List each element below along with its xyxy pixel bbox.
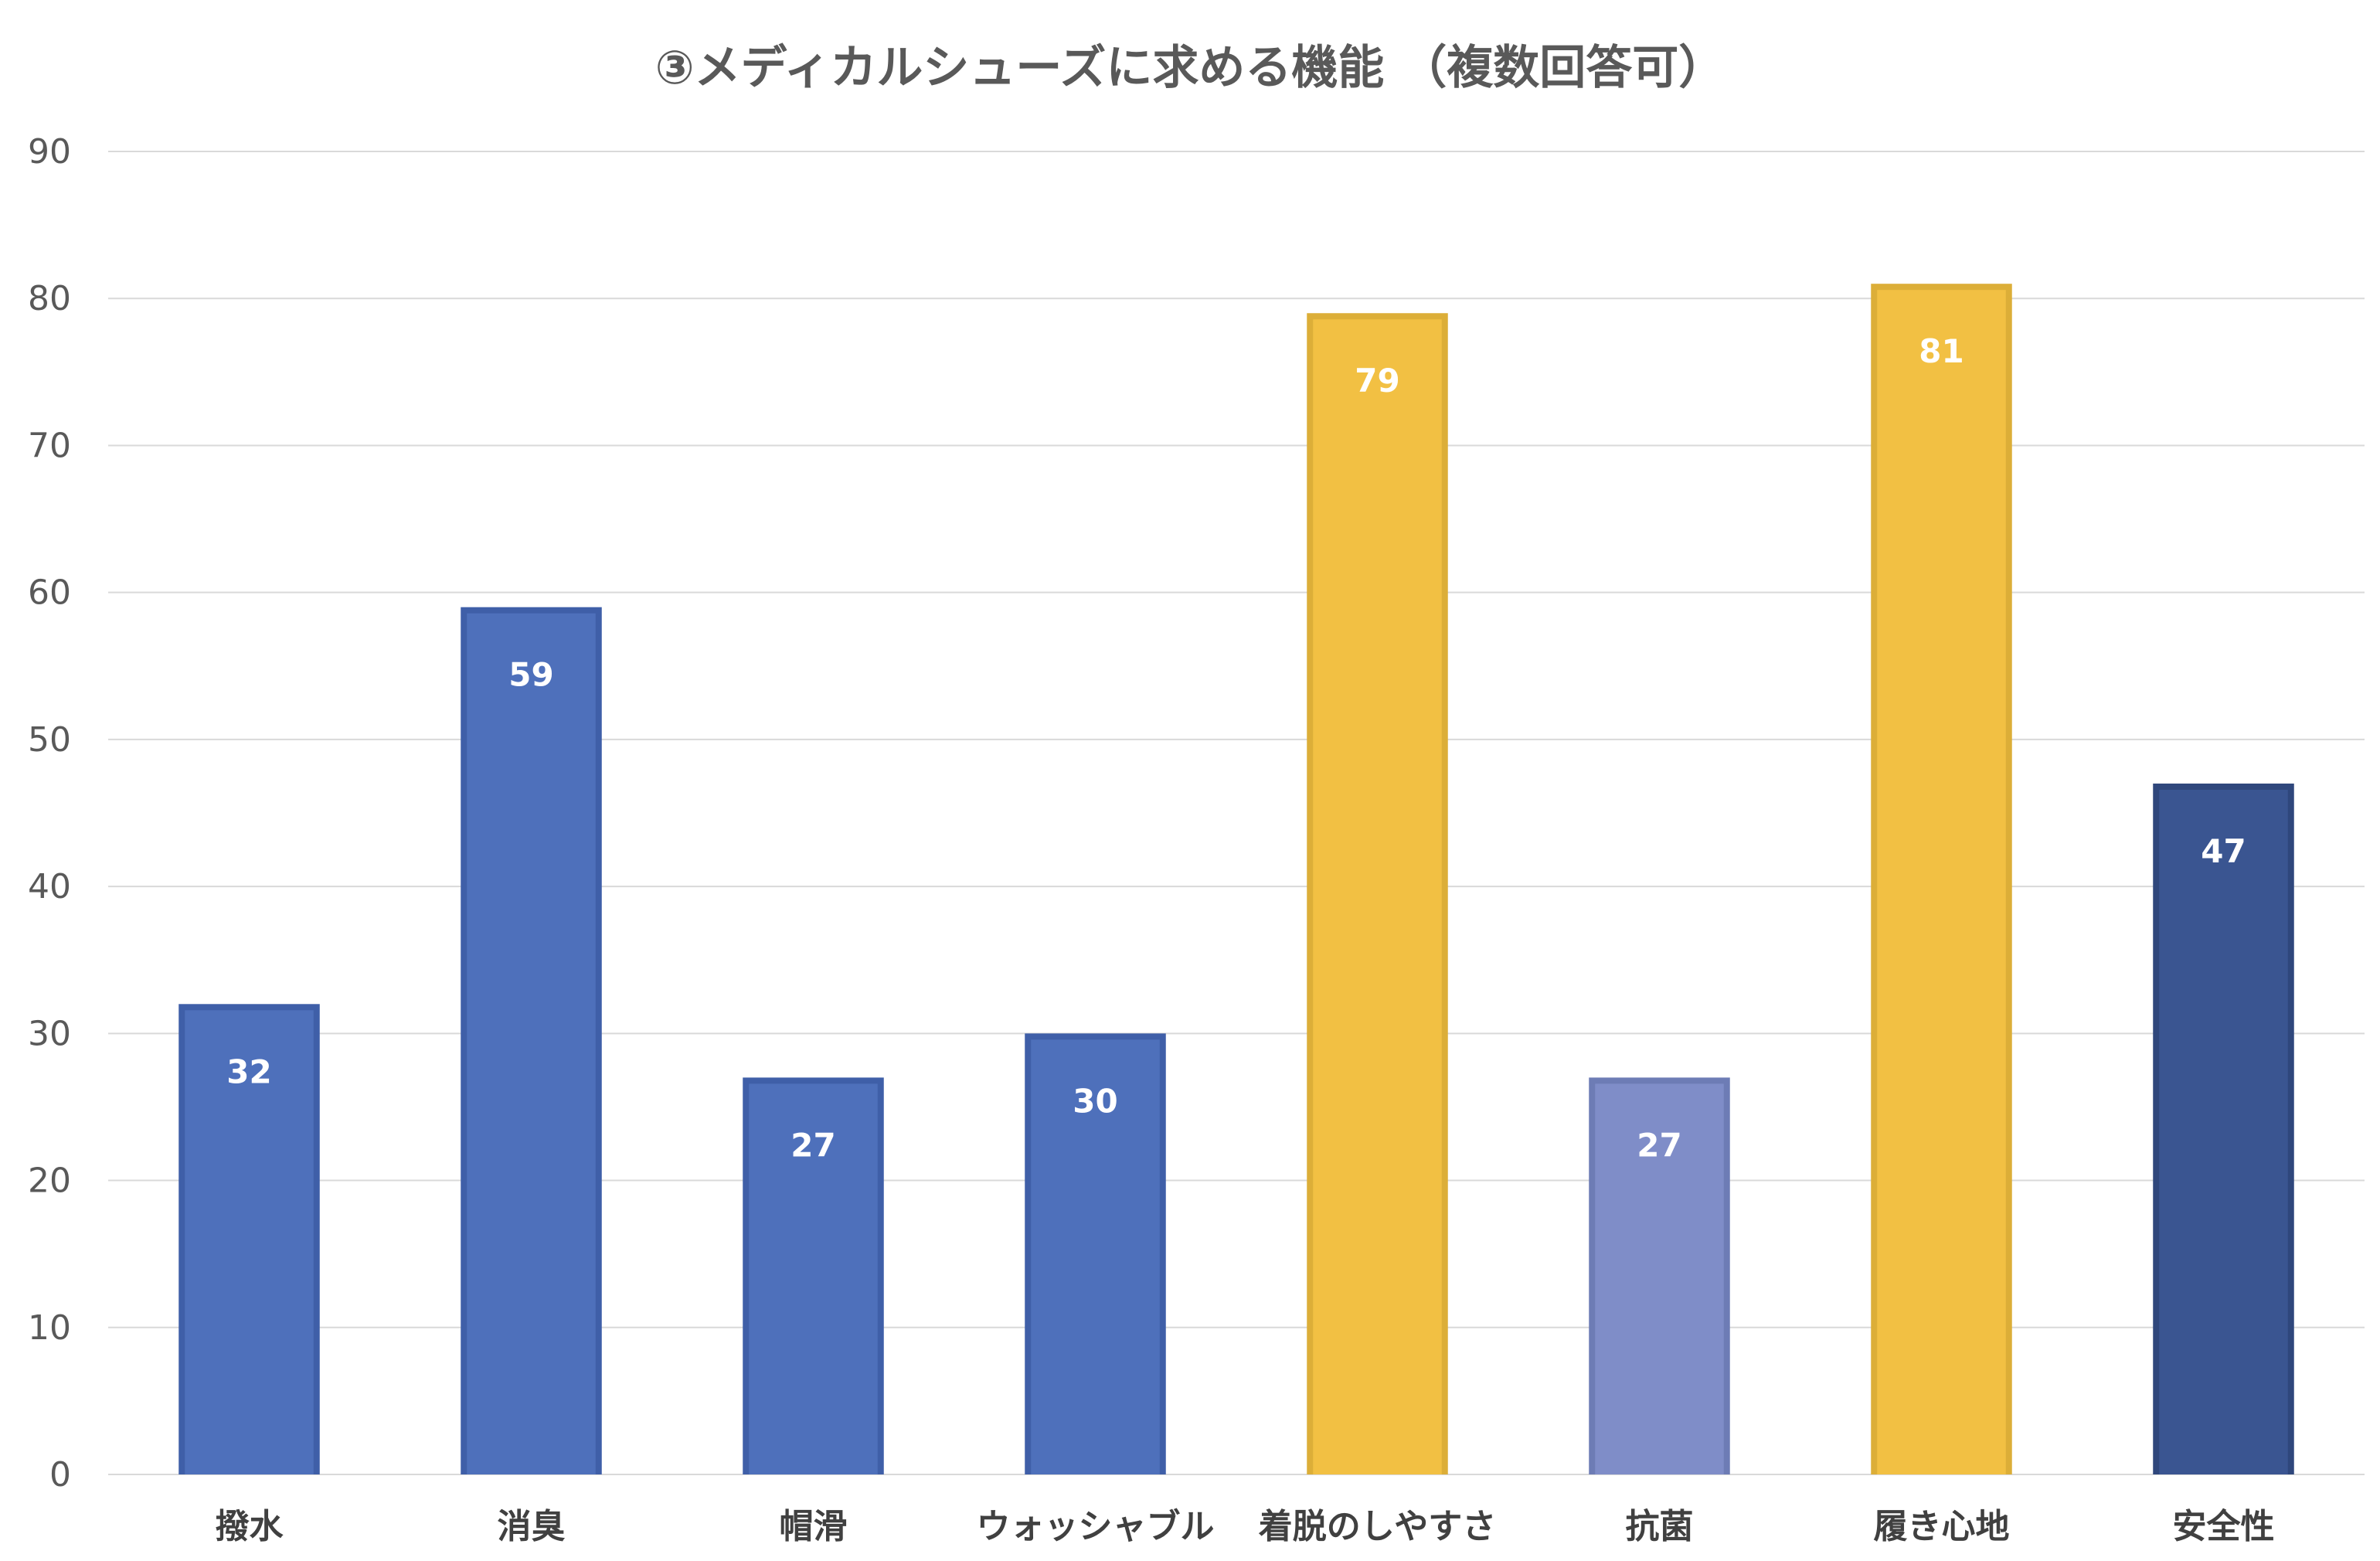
data-label: 30	[1073, 1082, 1117, 1120]
data-label: 27	[1637, 1126, 1681, 1164]
x-tick-label: 着脱のしやすさ	[1259, 1507, 1497, 1546]
y-axis-ticks: 0 10 20 30 40 50 60 70 80 90	[28, 132, 71, 1495]
bar-5	[1307, 313, 1448, 1475]
x-tick-label: 帽滑	[780, 1507, 848, 1546]
bar-fill	[185, 1010, 314, 1474]
x-tick-label: 撥水	[216, 1507, 284, 1546]
y-tick-label: 0	[49, 1455, 71, 1495]
y-tick-label: 70	[28, 426, 71, 465]
x-tick-label: 消臭	[498, 1507, 566, 1546]
bar-2	[461, 607, 602, 1474]
data-label: 59	[508, 656, 553, 694]
y-tick-label: 10	[28, 1308, 71, 1348]
y-tick-label: 60	[28, 573, 71, 613]
y-tick-label: 30	[28, 1014, 71, 1053]
bar-fill	[1877, 290, 2006, 1475]
bar-7	[1871, 284, 2012, 1475]
bar-fill	[1595, 1083, 1724, 1474]
data-label: 27	[790, 1126, 835, 1164]
bar-fill	[749, 1083, 878, 1474]
bar-6	[1589, 1077, 1730, 1474]
bars	[178, 284, 2294, 1475]
x-tick-label: 履き心地	[1874, 1507, 2010, 1546]
chart-title: ③メディカルシューズに求める機能 （複数回答可）	[655, 41, 1726, 95]
bar-fill	[467, 613, 596, 1474]
gridlines	[108, 151, 2365, 1475]
y-tick-label: 90	[28, 132, 71, 172]
y-tick-label: 80	[28, 279, 71, 318]
x-tick-label: 安全性	[2173, 1507, 2275, 1546]
x-tick-label: ウォッシャブル	[977, 1507, 1215, 1546]
y-tick-label: 40	[28, 867, 71, 906]
bar-fill	[1031, 1039, 1160, 1474]
data-label: 47	[2201, 832, 2246, 870]
bar-4	[1025, 1033, 1166, 1474]
data-label: 32	[226, 1053, 271, 1090]
bar-8	[2153, 783, 2294, 1474]
bar-3	[743, 1077, 884, 1474]
bar-fill	[2159, 789, 2288, 1474]
data-label: 81	[1919, 332, 1964, 370]
data-label: 79	[1355, 362, 1399, 400]
y-tick-label: 50	[28, 720, 71, 760]
x-tick-label: 抗菌	[1626, 1507, 1694, 1546]
y-tick-label: 20	[28, 1161, 71, 1201]
data-labels: 32 59 27 30 79 27 81 47	[226, 332, 2246, 1164]
bar-fill	[1313, 319, 1442, 1475]
bar-1	[178, 1004, 320, 1474]
x-axis-ticks: 撥水 消臭 帽滑 ウォッシャブル 着脱のしやすさ 抗菌 履き心地 安全性	[216, 1507, 2275, 1546]
